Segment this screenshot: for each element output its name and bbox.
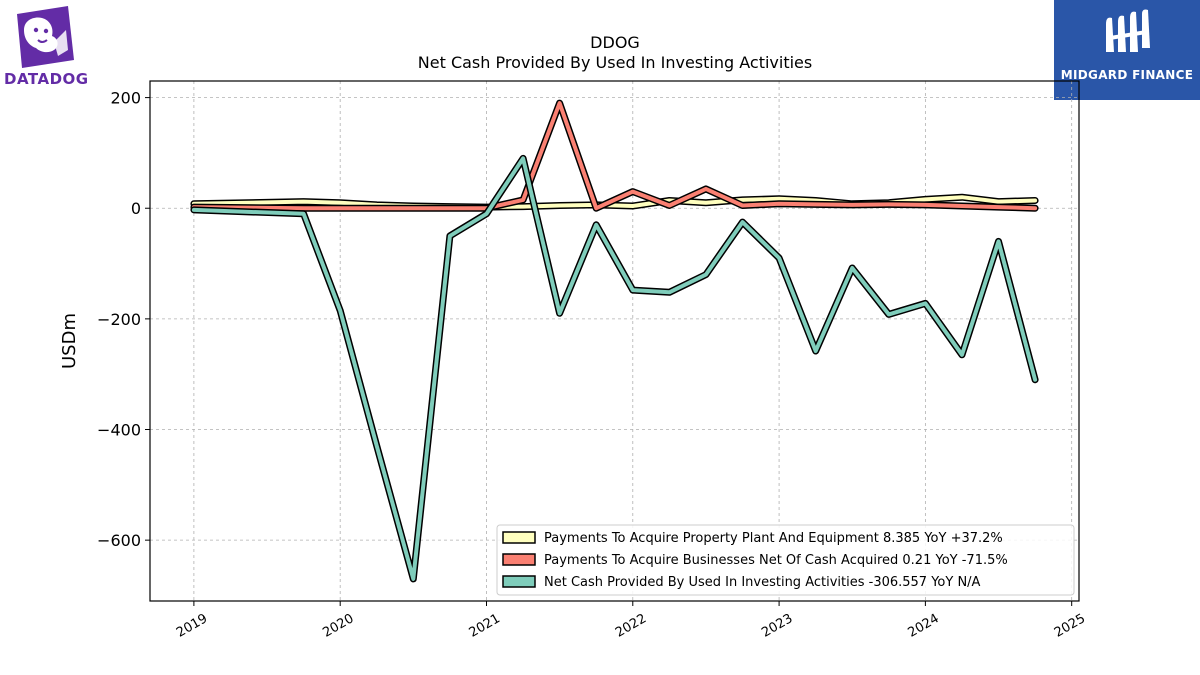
y-tick-label: −400 — [97, 421, 141, 440]
midgard-finance-logo: MIDGARD FINANCE — [1054, 0, 1200, 100]
chart-title: DDOG — [590, 33, 640, 52]
series-2-outline — [190, 99, 1039, 212]
x-tick-label: 2020 — [320, 611, 356, 641]
x-tick-label: 2019 — [174, 611, 210, 641]
series-3-line — [191, 156, 1038, 581]
legend-label: Payments To Acquire Businesses Net Of Ca… — [544, 553, 1008, 568]
plot-frame — [149, 80, 1080, 602]
y-axis-ticks: 200 0 −200 −400 −600 — [97, 89, 150, 550]
legend-box — [496, 524, 1075, 596]
series-3-outline — [190, 154, 1039, 583]
legend-swatch — [502, 553, 536, 566]
x-tick-label: 2025 — [1052, 611, 1088, 641]
datadog-wordmark: DATADOG — [4, 70, 89, 88]
midgard-monogram-icon — [1106, 9, 1150, 53]
legend: Payments To Acquire Property Plant And E… — [496, 524, 1075, 596]
legend-swatch — [502, 575, 536, 588]
x-tick-label: 2021 — [467, 611, 503, 641]
y-tick-label: 0 — [131, 199, 141, 218]
x-tick-label: 2022 — [613, 611, 649, 641]
grid-lines — [150, 81, 1079, 601]
legend-label: Net Cash Provided By Used In Investing A… — [544, 575, 981, 590]
x-tick-label: 2024 — [906, 611, 942, 641]
x-axis-ticks: 2019 2020 2021 2022 2023 2024 2025 — [174, 601, 1088, 641]
x-tick-label: 2023 — [759, 611, 795, 641]
datadog-logo: DATADOG — [0, 0, 92, 92]
y-tick-label: 200 — [110, 89, 141, 108]
series-2-line — [191, 101, 1038, 211]
legend-swatch — [502, 531, 536, 544]
series-layer — [190, 99, 1039, 583]
legend-label: Payments To Acquire Property Plant And E… — [544, 531, 1003, 546]
datadog-dog-icon — [17, 6, 74, 68]
y-tick-label: −200 — [97, 310, 141, 329]
y-tick-label: −600 — [97, 531, 141, 550]
chart-subtitle: Net Cash Provided By Used In Investing A… — [418, 53, 812, 72]
midgard-wordmark: MIDGARD FINANCE — [1060, 68, 1194, 82]
y-axis-label: USDm — [59, 313, 80, 369]
